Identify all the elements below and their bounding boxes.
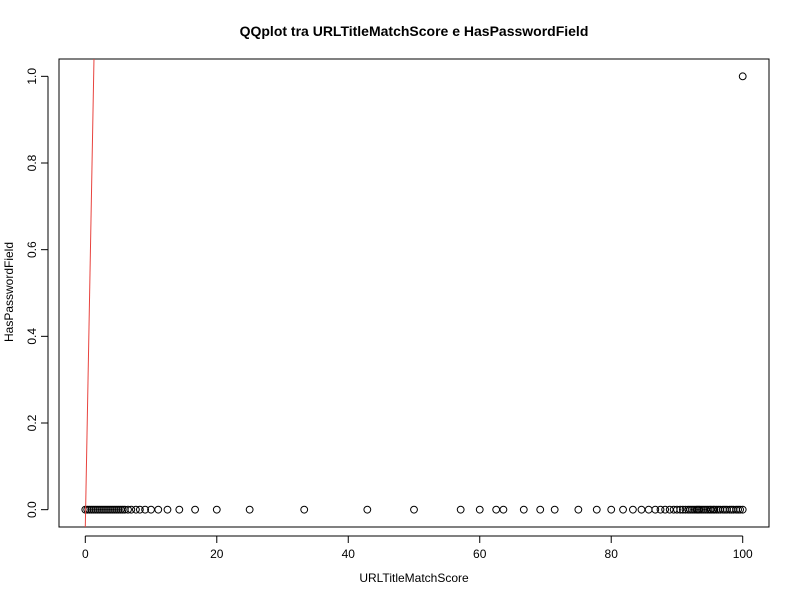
- data-point: [644, 505, 653, 514]
- data-point: [109, 505, 117, 514]
- x-tick-label: 80: [605, 547, 619, 561]
- data-point: [492, 505, 501, 514]
- data-point: [736, 505, 744, 514]
- reference-line: [84, 59, 95, 527]
- data-point: [118, 505, 127, 514]
- data-point: [163, 505, 172, 514]
- data-point: [619, 505, 627, 514]
- data-point: [110, 505, 119, 514]
- data-point: [112, 505, 121, 514]
- y-tick-label: 0.6: [25, 241, 39, 258]
- data-point: [698, 505, 706, 514]
- x-axis-label: URLTitleMatchScore: [359, 571, 469, 585]
- data-point: [574, 505, 583, 514]
- data-point: [107, 505, 115, 514]
- chart-title: QQplot tra URLTitleMatchScore e HasPassw…: [240, 23, 589, 39]
- plot-frame: [58, 58, 770, 528]
- data-point: [300, 505, 309, 514]
- data-point: [132, 505, 140, 514]
- data-point: [734, 505, 743, 514]
- data-point: [154, 505, 163, 514]
- data-point: [87, 505, 96, 514]
- data-point: [592, 505, 601, 514]
- data-point: [93, 505, 102, 514]
- data-point: [175, 505, 184, 514]
- data-point: [536, 505, 545, 514]
- data-point: [607, 505, 616, 514]
- x-tick-label: 100: [733, 547, 753, 561]
- data-point: [738, 505, 747, 514]
- data-point: [89, 505, 98, 514]
- data-point: [135, 505, 144, 514]
- data-point: [710, 505, 719, 514]
- data-point: [696, 505, 704, 514]
- y-tick-label: 0.8: [25, 154, 39, 171]
- data-point: [101, 505, 109, 514]
- data-point: [245, 505, 254, 514]
- y-tick-label: 1.0: [25, 68, 39, 85]
- data-point: [651, 505, 660, 514]
- data-point: [690, 505, 698, 514]
- data-point: [91, 505, 100, 514]
- data-point: [95, 505, 104, 514]
- data-point: [676, 505, 685, 514]
- x-tick-label: 0: [82, 547, 89, 561]
- data-point: [97, 505, 105, 514]
- data-point: [738, 72, 747, 81]
- data-point: [475, 505, 484, 514]
- x-tick-label: 60: [473, 547, 487, 561]
- data-point: [105, 505, 113, 514]
- data-point: [673, 505, 681, 514]
- plot-area: 0 20 40 60 80 100 0.0 0.2 0.4 0.6 0.8 1.0: [25, 58, 770, 561]
- data-point: [637, 505, 646, 514]
- data-point: [629, 505, 637, 514]
- data-point: [191, 505, 199, 514]
- data-point: [103, 505, 111, 514]
- y-tick-label: 0.0: [25, 501, 39, 518]
- data-point: [114, 505, 123, 514]
- data-point: [656, 505, 665, 514]
- data-point: [141, 505, 150, 514]
- data-point: [212, 505, 221, 514]
- x-tick-label: 40: [342, 547, 356, 561]
- y-tick-label: 0.4: [25, 328, 39, 345]
- data-point: [684, 505, 693, 514]
- data-point: [83, 505, 92, 514]
- x-tick-label: 20: [210, 547, 224, 561]
- data-point: [499, 505, 508, 514]
- data-point: [519, 505, 528, 514]
- data-point: [99, 505, 107, 514]
- data-point: [661, 505, 670, 514]
- data-point: [665, 505, 674, 514]
- y-tick-label: 0.2: [25, 414, 39, 431]
- data-point: [410, 505, 418, 514]
- data-point: [456, 505, 465, 514]
- data-point: [127, 505, 136, 514]
- data-point: [550, 505, 559, 514]
- data-point: [124, 505, 132, 514]
- y-axis-label: HasPasswordField: [2, 242, 16, 342]
- data-point: [363, 505, 372, 514]
